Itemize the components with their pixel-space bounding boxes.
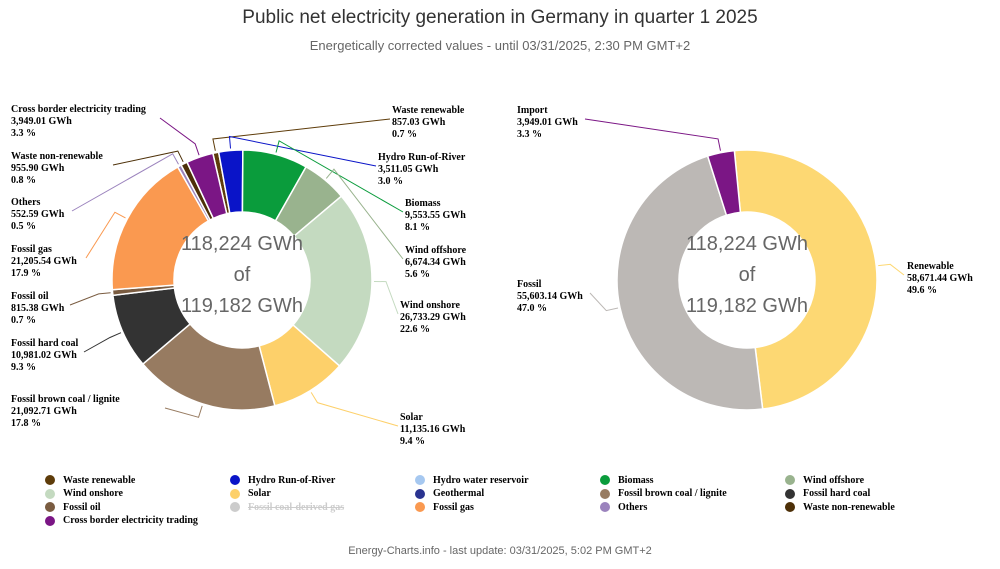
legend-item-fossil-hard-coal[interactable]: Fossil hard coal	[785, 487, 870, 501]
donut-chart-1: Waste renewable 857.03 GWh 0.7 % Hydro Run-…	[11, 104, 467, 447]
connector-waste-renewable	[212, 118, 391, 151]
connector-hydro-run-of-river	[228, 135, 377, 167]
legend-label: Waste renewable	[63, 474, 136, 486]
legend-label: Fossil coal-derived gas	[248, 501, 345, 513]
data-label-biomass: Biomass 9,553.55 GWh 8.1 %	[405, 198, 466, 233]
data-label-fossil-hard-coal: Fossil hard coal 10,981.02 GWh 9.3 %	[11, 338, 78, 373]
connector-fossil-hard-coal	[83, 332, 122, 353]
data-label-waste-renewable: Waste renewable 857.03 GWh 0.7 %	[392, 105, 465, 140]
data-label-others: Others 552.59 GWh 0.5 %	[11, 197, 65, 232]
chart-title: Public net electricity generation in Ger…	[242, 7, 758, 28]
data-label-hydro-run-of-river: Hydro Run-of-River 3,511.05 GWh 3.0 %	[378, 152, 466, 187]
legend-item-waste-non-renewable[interactable]: Waste non-renewable	[785, 500, 895, 514]
legend-marker	[600, 502, 610, 512]
legend-marker	[785, 488, 795, 499]
legend-item-others[interactable]: Others	[600, 500, 647, 514]
slice-import[interactable]	[706, 149, 742, 217]
legend-marker	[415, 488, 425, 499]
connector-import	[584, 118, 721, 151]
legend-label: Fossil hard coal	[803, 488, 871, 499]
donut-center-text-1: 118,224 GWh of 119,182 GWh	[181, 233, 303, 317]
legend-label: Fossil oil	[63, 501, 101, 513]
legend-marker	[45, 515, 55, 526]
legend-marker	[45, 502, 55, 512]
legend-label: Waste non-renewable	[803, 501, 895, 513]
connector-wind-onshore	[373, 280, 399, 315]
slice-fossil[interactable]	[616, 155, 764, 411]
legend-label: Hydro water reservoir	[433, 474, 529, 486]
legend-label: Fossil gas	[433, 501, 474, 513]
data-label-wind-offshore: Wind offshore 6,674.34 GWh 5.6 %	[405, 245, 467, 280]
connector-fossil-brown-coal-lignite	[164, 405, 203, 418]
slice-renewable[interactable]	[733, 149, 878, 410]
legend-item-geothermal[interactable]: Geothermal	[415, 487, 484, 501]
chart-subtitle: Energetically corrected values - until 0…	[309, 38, 691, 53]
legend-label: Wind onshore	[63, 488, 123, 499]
legend-marker	[600, 475, 610, 485]
footer-credit: Energy-Charts.info - last update: 03/31/…	[348, 545, 652, 557]
legend-marker	[45, 475, 55, 485]
data-label-fossil-oil: Fossil oil 815.38 GWh 0.7 %	[11, 291, 65, 326]
legend-label: Wind offshore	[803, 474, 865, 486]
legend-item-waste-renewable[interactable]: Waste renewable	[45, 473, 135, 487]
data-label-waste-non-renewable: Waste non-renewable 955.90 GWh 0.8 %	[11, 151, 103, 186]
legend-item-cross-border-electricity-trading[interactable]: Cross border electricity trading	[45, 514, 198, 528]
legend-marker	[230, 502, 240, 512]
data-label-import: Import 3,949.01 GWh 3.3 %	[517, 105, 578, 140]
slice-cross-border-electricity-trading[interactable]	[186, 152, 228, 220]
data-label-fossil-gas: Fossil gas 21,205.54 GWh 17.9 %	[11, 244, 77, 279]
legend-item-hydro-run-of-river[interactable]: Hydro Run-of-River	[230, 473, 335, 487]
legend-item-fossil-coal-derived-gas[interactable]: Fossil coal-derived gas	[230, 500, 344, 514]
connector-biomass	[275, 140, 404, 213]
legend-label: Hydro Run-of-River	[248, 474, 336, 486]
legend-marker	[415, 475, 425, 485]
legend-marker	[230, 475, 240, 485]
connector-cross-border-electricity-trading	[159, 117, 200, 156]
legend-item-wind-onshore[interactable]: Wind onshore	[45, 487, 123, 501]
connector-wind-offshore	[325, 168, 404, 260]
data-label-renewable: Renewable 58,671.44 GWh 49.6 %	[907, 261, 973, 296]
connector-others	[71, 153, 179, 212]
legend-label: Fossil brown coal / lignite	[618, 488, 727, 499]
data-label-wind-onshore: Wind onshore 26,733.29 GWh 22.6 %	[400, 300, 466, 335]
connector-renewable	[878, 263, 905, 276]
legend-label: Solar	[248, 488, 271, 499]
legend-marker	[415, 502, 425, 512]
connector-fossil-gas	[85, 211, 126, 259]
legend-item-fossil-oil[interactable]: Fossil oil	[45, 500, 101, 514]
legend-item-fossil-brown-coal-lignite[interactable]: Fossil brown coal / lignite	[600, 487, 727, 501]
legend-marker	[785, 502, 795, 512]
legend-marker	[45, 488, 55, 499]
legend-item-hydro-water-reservoir[interactable]: Hydro water reservoir	[415, 473, 529, 487]
data-label-cross-border-electricity-trading: Cross border electricity trading 3,949.01…	[11, 104, 146, 139]
connector-waste-non-renewable	[112, 150, 184, 166]
legend-marker	[785, 475, 795, 485]
connector-solar	[310, 392, 399, 427]
legend-label: Biomass	[618, 474, 654, 486]
connector-fossil-oil	[69, 292, 111, 306]
donut-center-text-2: 118,224 GWh of 119,182 GWh	[686, 233, 808, 317]
data-label-solar: Solar 11,135.16 GWh 9.4 %	[400, 412, 466, 447]
slice-wind-onshore[interactable]	[291, 195, 373, 368]
legend-item-wind-offshore[interactable]: Wind offshore	[785, 473, 864, 487]
legend-label: Geothermal	[433, 488, 485, 499]
data-label-fossil: Fossil 55,603.14 GWh 47.0 %	[517, 279, 583, 314]
donut-chart-2: Renewable 58,671.44 GWh 49.6 % Fossil 55,603…	[517, 105, 973, 411]
legend-item-fossil-gas[interactable]: Fossil gas	[415, 500, 474, 514]
legend-marker	[230, 488, 240, 499]
legend-label: Cross border electricity trading	[63, 515, 198, 526]
connector-fossil	[589, 292, 619, 312]
legend-item-biomass[interactable]: Biomass	[600, 473, 654, 487]
legend-label: Others	[618, 501, 648, 513]
legend-item-solar[interactable]: Solar	[230, 487, 271, 501]
legend-marker	[600, 488, 610, 499]
data-label-fossil-brown-coal-lignite: Fossil brown coal / lignite 21,092.71 GWh…	[11, 394, 120, 429]
